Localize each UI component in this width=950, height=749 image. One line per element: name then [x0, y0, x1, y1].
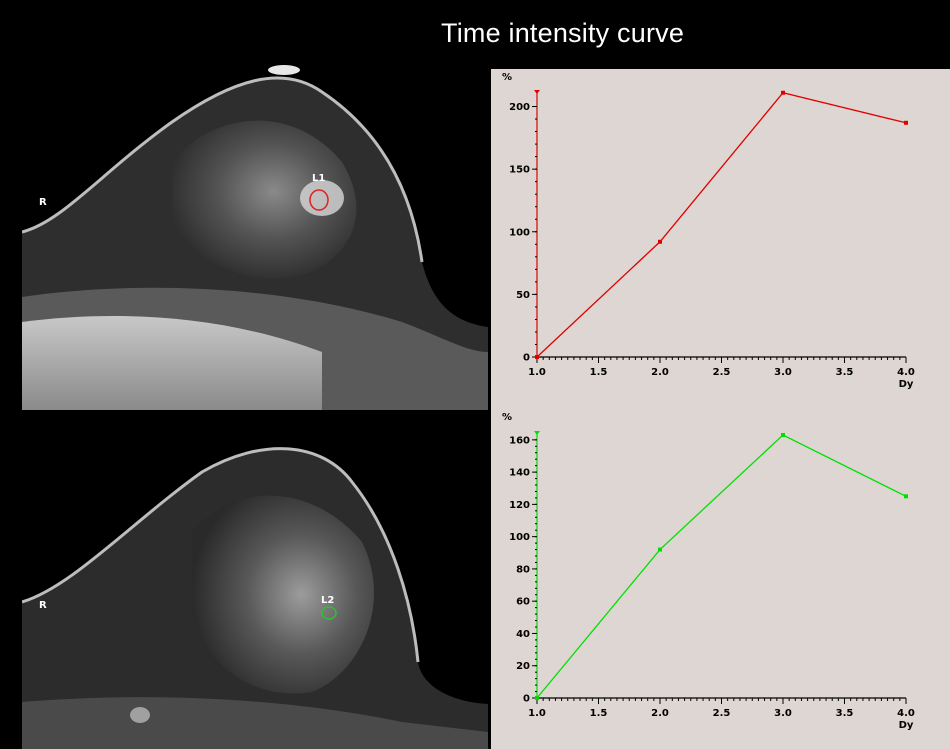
roi-label-top: L1	[312, 173, 325, 184]
data-point	[781, 433, 785, 437]
y-tick-label: 50	[516, 290, 530, 301]
x-tick-label: 1.5	[590, 708, 608, 719]
data-point	[904, 494, 908, 499]
mri-image-bottom: R L2	[22, 412, 488, 749]
x-tick-label: 1.5	[590, 367, 608, 378]
y-tick-label: 160	[509, 435, 530, 446]
x-axis-label: Dy	[899, 379, 914, 390]
data-point	[781, 90, 785, 95]
y-tick-label: 80	[516, 564, 530, 575]
x-tick-label: 3.5	[836, 708, 854, 719]
y-tick-label: 60	[516, 597, 530, 608]
x-tick-label: 4.0	[897, 708, 915, 719]
y-tick-label: 100	[509, 227, 530, 238]
page-title: Time intensity curve	[441, 18, 685, 48]
y-tick-label: 20	[516, 661, 530, 672]
y-tick-label: 0	[523, 353, 530, 364]
y-tick-label: 100	[509, 532, 530, 543]
y-tick-label: 200	[509, 102, 530, 113]
data-point	[904, 120, 908, 125]
x-tick-label: 3.5	[836, 367, 854, 378]
y-axis-label: %	[502, 412, 512, 423]
roi-circle-top	[309, 189, 329, 211]
roi-circle-bottom	[321, 606, 337, 620]
x-tick-label: 1.0	[528, 367, 546, 378]
side-marker-top: R	[39, 197, 47, 208]
x-tick-label: 1.0	[528, 708, 546, 719]
data-point	[658, 239, 662, 244]
x-tick-label: 2.0	[651, 367, 669, 378]
series-line	[536, 434, 907, 699]
data-point	[535, 355, 539, 359]
side-marker-bottom: R	[39, 600, 47, 611]
x-tick-label: 3.0	[774, 367, 792, 378]
y-tick-label: 40	[516, 629, 530, 640]
time-intensity-chart-top: 1.0 1.5 2.0 2.5 3.0 3.5 4.0 0 50 100 150 200% Dy	[491, 69, 950, 410]
mri-image-top: R L1	[22, 52, 488, 410]
y-tick-label: 0	[523, 694, 530, 705]
x-tick-label: 3.0	[774, 708, 792, 719]
y-axis-arrow	[534, 90, 540, 94]
y-axis-arrow	[534, 431, 540, 435]
x-tick-label: 2.0	[651, 708, 669, 719]
data-point	[535, 696, 539, 700]
x-tick-label: 2.5	[713, 708, 731, 719]
y-tick-label: 120	[509, 500, 530, 511]
roi-label-bottom: L2	[321, 595, 334, 606]
series-line	[536, 92, 907, 358]
y-tick-label: 140	[509, 468, 530, 479]
time-intensity-chart-bottom: 1.0 1.5 2.0 2.5 3.0 3.5 4.0 0 20 40 60 80 100 120 140 1…	[491, 404, 950, 749]
x-tick-label: 2.5	[713, 367, 731, 378]
x-tick-label: 4.0	[897, 367, 915, 378]
x-axis-label: Dy	[899, 720, 914, 731]
y-tick-label: 150	[509, 165, 530, 176]
data-point	[658, 547, 662, 552]
y-axis-label: %	[502, 72, 512, 83]
